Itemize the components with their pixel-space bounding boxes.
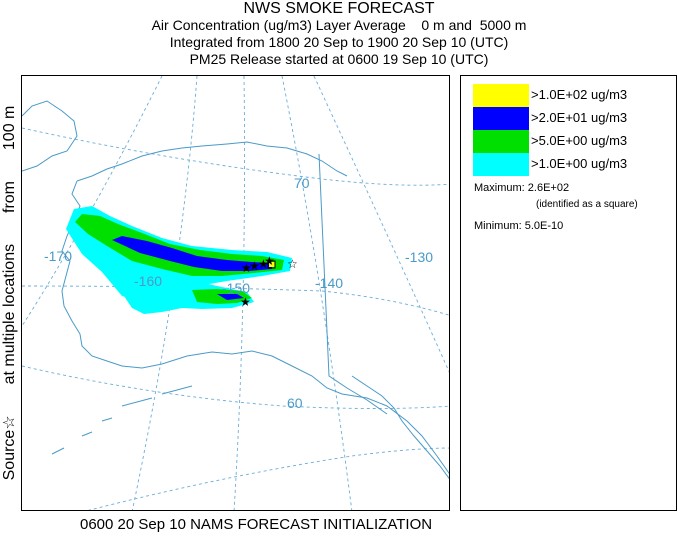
- maximum-note: (identified as a square): [536, 199, 638, 210]
- us-canada-border: [318, 153, 388, 415]
- lon-label-160: -160: [134, 273, 162, 289]
- height-label: 100 m: [1, 105, 18, 151]
- smoke-plume: [66, 206, 292, 314]
- maximum-label: Maximum:: [474, 182, 525, 194]
- locations-label: at multiple locations: [1, 243, 18, 385]
- graticule-lon-130: [313, 76, 449, 373]
- chart-header: NWS SMOKE FORECAST Air Concentration (ug…: [0, 0, 678, 68]
- lon-label-130: -130: [405, 249, 433, 265]
- legend-swatch: [473, 130, 529, 153]
- legend-swatch: [473, 153, 529, 176]
- source-label: Source: [1, 429, 18, 481]
- lat-label-70: 70: [294, 175, 310, 191]
- legend-label: >5.0E+00 ug/m3: [531, 133, 628, 148]
- graticule-lon-140: [281, 76, 353, 510]
- maximum-stat: Maximum: 2.6E+02: [474, 182, 569, 194]
- chart-title: NWS SMOKE FORECAST: [243, 0, 435, 17]
- bc-coast: [351, 375, 449, 480]
- source-star-icon: ★: [241, 261, 252, 275]
- source-markers: ★ ★ ★ ★ ☆ ★: [240, 254, 298, 309]
- concentration-description: Air Concentration (ug/m3) Layer Average …: [151, 17, 527, 33]
- plume-blue-south: [217, 294, 244, 300]
- graticule-lat-60: [22, 365, 449, 409]
- lon-label-150: -150: [222, 280, 250, 296]
- minimum-value: 5.0E-10: [524, 220, 564, 232]
- legend-panel: >1.0E+02 ug/m3 >2.0E+01 ug/m3 >5.0E+00 u…: [460, 75, 677, 511]
- aleutian-islands: [51, 385, 193, 455]
- minimum-stat: Minimum: 5.0E-10: [474, 220, 563, 232]
- legend-row: >1.0E+02 ug/m3: [473, 84, 673, 107]
- release-start: PM25 Release started at 0600 19 Sep 10 (…: [189, 51, 489, 67]
- legend-row: >2.0E+01 ug/m3: [473, 107, 673, 130]
- chukotka-coast: [22, 100, 78, 172]
- from-label: from: [1, 181, 18, 213]
- plume-blue-north: [112, 236, 272, 271]
- source-star-icon: ★: [258, 257, 269, 271]
- map-svg: ★ ★ ★ ★ ☆ ★ -170 -160 -150 -140 -130 70 …: [22, 76, 449, 510]
- source-side-label: Source☆ at multiple locations from 100 m: [0, 73, 18, 513]
- legend-label: >1.0E+02 ug/m3: [531, 87, 628, 102]
- forecast-map: ★ ★ ★ ★ ☆ ★ -170 -160 -150 -140 -130 70 …: [21, 75, 450, 511]
- lon-label-170: -170: [44, 248, 72, 264]
- source-star-icon: ★: [264, 254, 275, 268]
- alaska-south-coast: [121, 350, 449, 475]
- source-star-icon: ★: [249, 259, 260, 273]
- legend-swatch: [473, 107, 529, 130]
- source-star-icon: ☆: [1, 415, 18, 430]
- maximum-value: 2.6E+02: [527, 182, 570, 194]
- legend-label: >1.0E+00 ug/m3: [531, 156, 628, 171]
- legend-swatch: [473, 84, 529, 107]
- maximum-square-marker: [267, 260, 276, 269]
- legend-label: >2.0E+01 ug/m3: [531, 110, 628, 125]
- lat-label-60: 60: [287, 395, 303, 411]
- alaska-north-coast: [76, 141, 348, 182]
- minimum-label: Minimum:: [474, 220, 522, 232]
- legend-row: >1.0E+00 ug/m3: [473, 153, 673, 176]
- source-star-icon: ★: [240, 295, 251, 309]
- integration-period: Integrated from 1800 20 Sep to 1900 20 S…: [169, 34, 509, 50]
- map-axis-labels: -170 -160 -150 -140 -130 70 60: [44, 175, 433, 411]
- graticule-lon-170: [22, 76, 163, 327]
- lon-label-140: -140: [315, 275, 343, 291]
- source-star-icon: ☆: [287, 257, 298, 271]
- plume-yellow-core: [269, 262, 275, 267]
- graticule-lat-55: [88, 447, 449, 510]
- graticule-lat-70: [22, 127, 449, 186]
- forecast-initialization: 0600 20 Sep 10 NAMS FORECAST INITIALIZAT…: [80, 516, 433, 533]
- legend-row: >5.0E+00 ug/m3: [473, 130, 673, 153]
